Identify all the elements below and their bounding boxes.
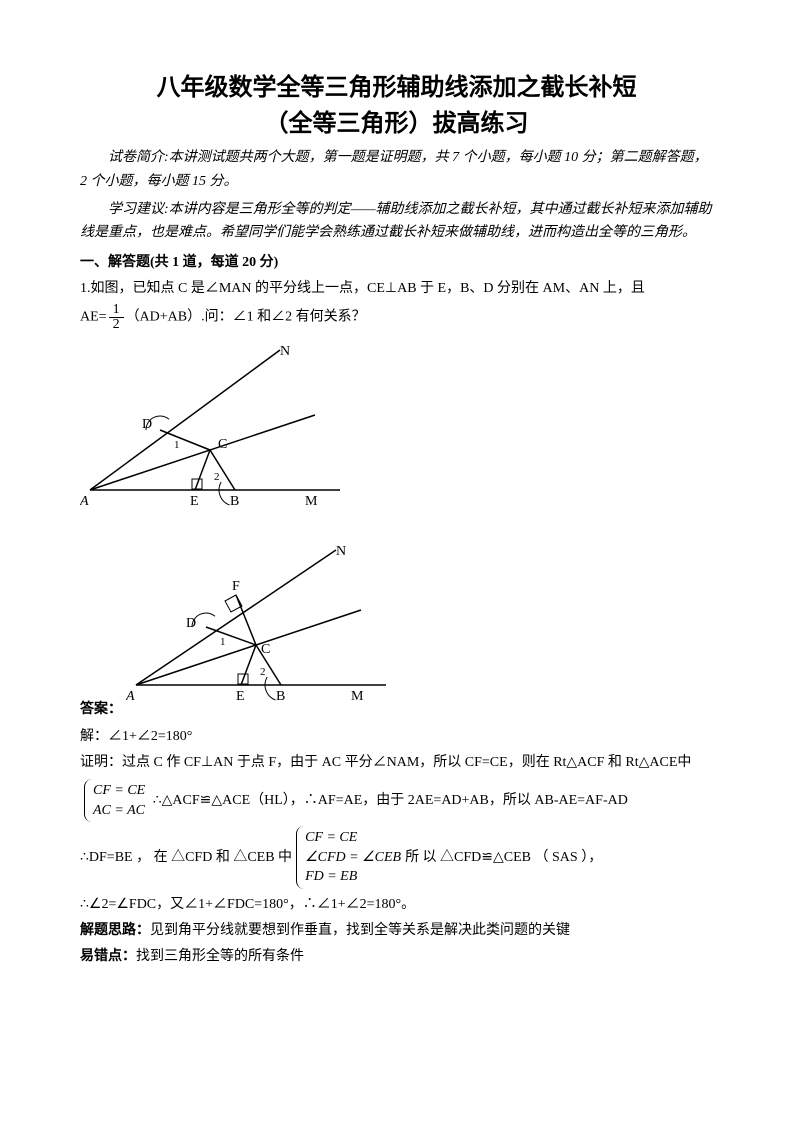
- svg-text:C: C: [218, 437, 227, 452]
- answer-row: 答案： A E B M N D C F 1 2: [80, 527, 713, 722]
- err-text: 找到三角形全等的所有条件: [136, 949, 304, 964]
- fraction-half: 12: [109, 303, 124, 332]
- intro-advice: 学习建议:本讲内容是三角形全等的判定——辅助线添加之截长补短，其中通过截长补短来…: [80, 198, 713, 246]
- svg-text:1: 1: [174, 439, 180, 451]
- svg-text:B: B: [230, 494, 239, 509]
- figure-1: A E B M N D C 1 2: [80, 340, 713, 519]
- solution-line4b: 所 以 △CFD≌△CEB （ SAS ），: [405, 846, 602, 870]
- svg-text:2: 2: [214, 471, 220, 483]
- err-label: 易错点：: [80, 949, 136, 964]
- svg-text:2: 2: [260, 666, 266, 678]
- svg-text:E: E: [190, 494, 199, 509]
- err-row: 易错点：找到三角形全等的所有条件: [80, 945, 713, 969]
- svg-text:M: M: [351, 689, 364, 704]
- cases-row-1: CF = CEAC = AC ∴△ACF≌△ACE（HL），∴AF=AE，由于 …: [80, 779, 713, 822]
- svg-text:F: F: [232, 579, 240, 594]
- solution-line4a: ∴DF=BE ， 在 △CFD 和 △CEB 中: [80, 846, 292, 870]
- svg-text:D: D: [142, 417, 152, 432]
- svg-text:E: E: [236, 689, 245, 704]
- cases-2: CF = CE∠CFD = ∠CEBFD = EB: [296, 826, 401, 889]
- solution-line5: ∴∠2=∠FDC，又∠1+∠FDC=180°，∴∠1+∠2=180°。: [80, 893, 713, 917]
- section-heading: 一、解答题(共 1 道，每道 20 分): [80, 251, 713, 275]
- solution-line1: 解：∠1+∠2=180°: [80, 725, 713, 749]
- title-line1: 八年级数学全等三角形辅助线添加之截长补短: [157, 75, 637, 101]
- solution-line3: ∴△ACF≌△ACE（HL），∴AF=AE，由于 2AE=AD+AB，所以 AB…: [153, 793, 628, 808]
- question-1-text: 1.如图，已知点 C 是∠MAN 的平分线上一点，CE⊥AB 于 E，B、D 分…: [80, 277, 713, 301]
- cases-1: CF = CEAC = AC: [84, 779, 145, 822]
- svg-text:A: A: [126, 689, 135, 704]
- svg-text:N: N: [336, 544, 346, 559]
- svg-text:B: B: [276, 689, 285, 704]
- solution-line2: 证明：过点 C 作 CF⊥AN 于点 F，由于 AC 平分∠NAM，所以 CF=…: [80, 751, 713, 775]
- figure-2: A E B M N D C F 1 2: [126, 535, 406, 705]
- title-line2: （全等三角形）拔高练习: [265, 111, 529, 137]
- frac-num: 1: [109, 303, 124, 318]
- svg-text:C: C: [261, 642, 270, 657]
- question-1-tail: （AD+AB）.问：∠1 和∠2 有何关系？: [126, 310, 366, 325]
- page-title: 八年级数学全等三角形辅助线添加之截长补短 （全等三角形）拔高练习: [80, 70, 713, 142]
- svg-text:D: D: [186, 616, 196, 631]
- cases-row-2: ∴DF=BE ， 在 △CFD 和 △CEB 中 CF = CE∠CFD = ∠…: [80, 826, 713, 889]
- frac-prefix: AE=: [80, 310, 107, 325]
- tip-row: 解题思路：见到角平分线就要想到作垂直，找到全等关系是解决此类问题的关键: [80, 919, 713, 943]
- question-1-cont: AE=12（AD+AB）.问：∠1 和∠2 有何关系？: [80, 303, 713, 332]
- tip-label: 解题思路：: [80, 923, 150, 938]
- answer-label: 答案：: [80, 698, 122, 722]
- tip-text: 见到角平分线就要想到作垂直，找到全等关系是解决此类问题的关键: [150, 923, 570, 938]
- svg-text:1: 1: [220, 636, 226, 648]
- svg-text:N: N: [280, 344, 290, 359]
- intro-paper: 试卷简介:本讲测试题共两个大题，第一题是证明题，共 7 个小题，每小题 10 分…: [80, 146, 713, 194]
- svg-text:A: A: [80, 494, 89, 509]
- svg-text:M: M: [305, 494, 318, 509]
- frac-den: 2: [109, 318, 124, 332]
